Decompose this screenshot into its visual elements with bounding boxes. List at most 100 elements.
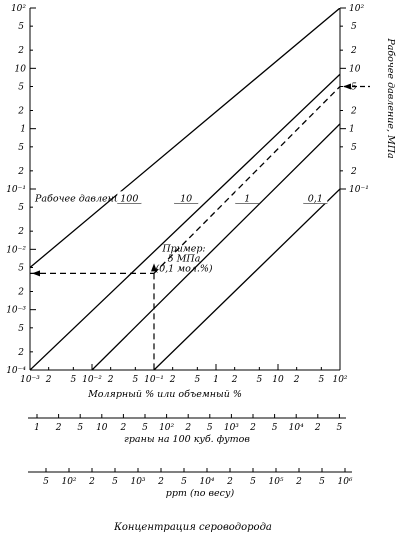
x-minor-label: 2 bbox=[107, 375, 114, 385]
y-right-minor-label: 2 bbox=[350, 46, 357, 56]
y-left-minor-label: 5 bbox=[18, 203, 24, 213]
y-left-minor-label: 5 bbox=[18, 22, 24, 32]
x-minor-label: 5 bbox=[256, 375, 262, 385]
ppm-scale-title: ppm (по весу) bbox=[166, 488, 235, 499]
y-left-tick-label: 1 bbox=[20, 125, 26, 135]
grains-scale-tick-label: 5 bbox=[142, 423, 148, 433]
y-right-tick-label: 10² bbox=[349, 4, 364, 14]
grains-scale-tick-label: 2 bbox=[55, 423, 62, 433]
y-right-tick-label: 10⁻¹ bbox=[349, 185, 369, 195]
example-arrow-up bbox=[151, 263, 157, 272]
axes bbox=[28, 7, 352, 473]
ppm-scale-tick-label: 5 bbox=[112, 477, 118, 487]
y-left-tick-label: 10² bbox=[11, 4, 26, 14]
y-left-minor-label: 2 bbox=[17, 46, 24, 56]
x-tick-label: 10⁻² bbox=[82, 375, 102, 385]
ppm-scale-tick-label: 5 bbox=[250, 477, 256, 487]
series-line-0.1 bbox=[153, 188, 340, 370]
grains-scale-tick-label: 1 bbox=[34, 423, 40, 433]
example-arrow-pressure bbox=[343, 83, 351, 90]
grains-scale-tick-label: 2 bbox=[184, 423, 191, 433]
x-tick-label: 10⁻¹ bbox=[144, 375, 164, 385]
x-tick-label: 10² bbox=[332, 375, 347, 385]
x-tick-label: 10⁻³ bbox=[20, 375, 40, 385]
grains-scale-tick-label: 2 bbox=[249, 423, 256, 433]
y-left-tick-label: 10⁻² bbox=[6, 245, 26, 255]
grains-scale-tick-label: 10⁴ bbox=[289, 423, 304, 433]
y-left-minor-label: 5 bbox=[18, 143, 24, 153]
ppm-scale-tick-label: 2 bbox=[226, 477, 233, 487]
grains-scale-tick-label: 5 bbox=[272, 423, 278, 433]
series-label-100: 100 bbox=[120, 193, 138, 204]
x-minor-label: 2 bbox=[45, 375, 52, 385]
x-minor-label: 2 bbox=[293, 375, 300, 385]
series-line-10 bbox=[30, 73, 340, 370]
series-label-1: 1 bbox=[244, 193, 250, 204]
x-minor-label: 5 bbox=[132, 375, 138, 385]
x-minor-label: 5 bbox=[70, 375, 76, 385]
grains-scale-tick-label: 5 bbox=[337, 423, 343, 433]
y-left-minor-label: 5 bbox=[18, 263, 24, 273]
series-label-prefix: Рабочее давление – bbox=[34, 193, 134, 204]
x-axis-title: Молярный % или объемный % bbox=[87, 389, 242, 400]
series-lines bbox=[30, 8, 370, 370]
ppm-scale-tick-label: 5 bbox=[43, 477, 49, 487]
grains-scale-tick-label: 5 bbox=[207, 423, 213, 433]
y-left-minor-label: 2 bbox=[17, 107, 24, 117]
series-label-bg bbox=[117, 191, 142, 204]
ppm-scale-tick-label: 10⁴ bbox=[199, 477, 214, 487]
x-tick-label: 10 bbox=[272, 375, 284, 385]
y-left-minor-label: 2 bbox=[17, 348, 24, 358]
ppm-scale-tick-label: 2 bbox=[295, 477, 302, 487]
example-arrow-left bbox=[32, 270, 40, 277]
series-label-bg bbox=[174, 191, 199, 204]
ppm-scale-tick-label: 10² bbox=[61, 477, 76, 487]
y-right-tick-label: 10 bbox=[349, 64, 361, 74]
grains-scale-tick-label: 5 bbox=[77, 423, 83, 433]
y-right-axis-title: Рабочее давление, МПа bbox=[385, 37, 396, 159]
y-right-minor-label: 5 bbox=[351, 143, 357, 153]
series-line-1 bbox=[91, 123, 340, 370]
ppm-scale-tick-label: 10⁶ bbox=[337, 477, 352, 487]
series-line-100 bbox=[30, 8, 340, 268]
ppm-scale-tick-label: 10³ bbox=[130, 477, 145, 487]
y-left-tick-label: 10⁻¹ bbox=[6, 185, 26, 195]
y-right-minor-label: 5 bbox=[351, 22, 357, 32]
series-label-bg bbox=[235, 191, 260, 204]
x-tick-label: 1 bbox=[213, 375, 219, 385]
x-minor-label: 2 bbox=[231, 375, 238, 385]
y-left-tick-label: 10⁻⁴ bbox=[6, 366, 26, 376]
y-right-minor-label: 5 bbox=[351, 82, 357, 92]
y-left-minor-label: 2 bbox=[17, 288, 24, 298]
ppm-scale-tick-label: 2 bbox=[88, 477, 95, 487]
grains-scale-tick-label: 10³ bbox=[224, 423, 239, 433]
series-label-bg bbox=[303, 191, 328, 204]
grains-scale-title: граны на 100 куб. футов bbox=[124, 434, 250, 445]
chart-footer-title: Концентрация сероводорода bbox=[113, 522, 272, 533]
y-left-minor-label: 2 bbox=[17, 167, 24, 177]
x-minor-label: 2 bbox=[169, 375, 176, 385]
ppm-scale-tick-label: 10⁵ bbox=[268, 477, 283, 487]
ppm-scale-tick-label: 5 bbox=[319, 477, 325, 487]
example-annotation-text: (0,1 мол.%) bbox=[155, 263, 213, 274]
grains-scale-tick-label: 2 bbox=[120, 423, 127, 433]
example-annotation-text: 5 МПа bbox=[168, 253, 201, 264]
grains-scale-tick-label: 10² bbox=[159, 423, 174, 433]
x-minor-label: 5 bbox=[194, 375, 200, 385]
series-group bbox=[30, 8, 340, 370]
ppm-scale-tick-label: 5 bbox=[181, 477, 187, 487]
series-line-example bbox=[153, 86, 340, 274]
y-left-tick-label: 10 bbox=[15, 64, 27, 74]
series-label-10: 10 bbox=[180, 193, 192, 204]
example-annotation-text: Пример: bbox=[161, 243, 205, 254]
y-right-tick-label: 1 bbox=[349, 125, 355, 135]
x-minor-label: 5 bbox=[318, 375, 324, 385]
labels: 10⁻⁴ 2 5 10⁻³ 2 5 10⁻² 2 5 10⁻¹ 2 5 1 2 5 10 2 5 10² 10⁻¹ 2 5… bbox=[6, 4, 396, 533]
y-right-minor-label: 2 bbox=[350, 167, 357, 177]
y-right-minor-label: 2 bbox=[350, 107, 357, 117]
y-left-minor-label: 5 bbox=[18, 82, 24, 92]
y-left-minor-label: 5 bbox=[18, 324, 24, 334]
ppm-scale-tick-label: 2 bbox=[157, 477, 164, 487]
grains-scale-tick-label: 10 bbox=[96, 423, 108, 433]
